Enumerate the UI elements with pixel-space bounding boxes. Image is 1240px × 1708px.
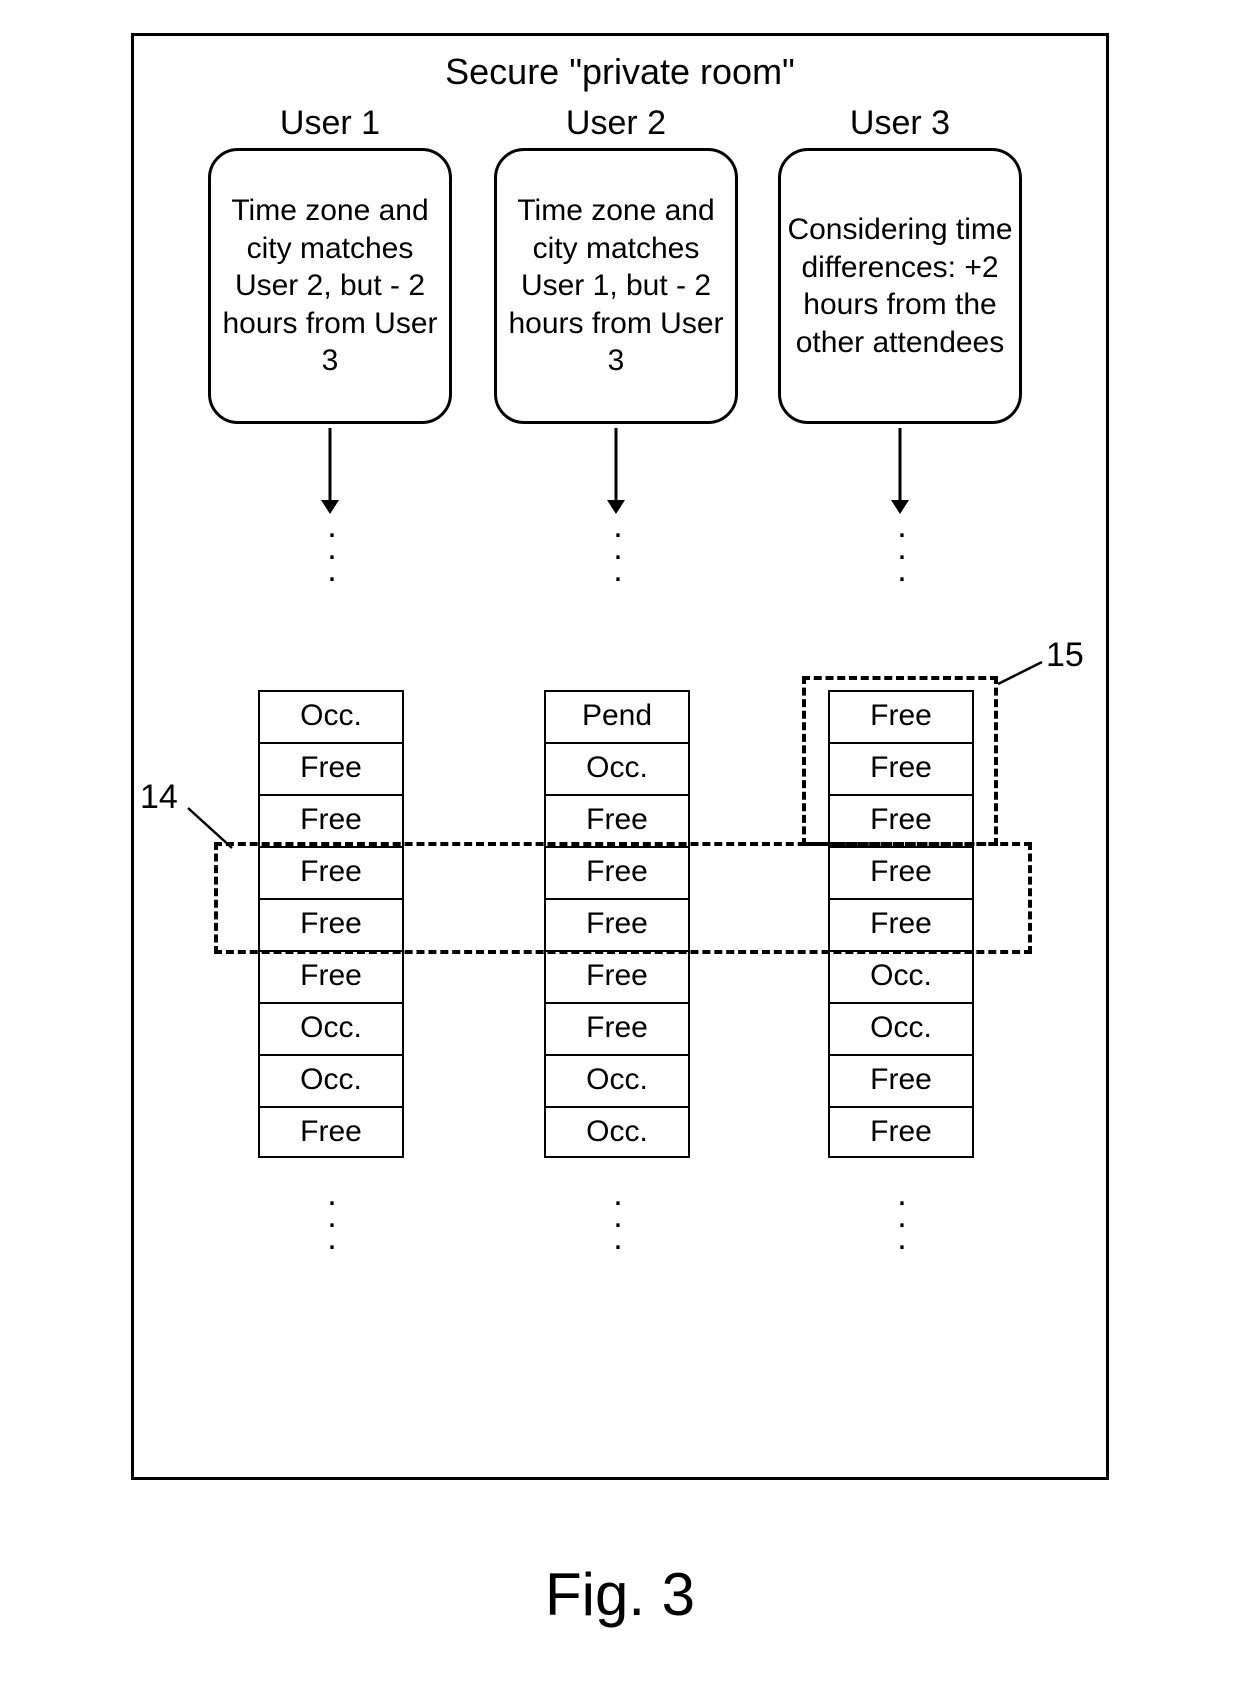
leader-line	[996, 660, 1044, 686]
diagram-title: Secure "private room"	[131, 51, 1109, 93]
slot-cell: Free	[544, 1002, 690, 1054]
slot-cell: Free	[544, 846, 690, 898]
user-bubble: Considering time differences: +2 hours f…	[778, 148, 1022, 424]
page: Secure "private room" User 1 Time zone an…	[0, 0, 1240, 1708]
slot-cell: Free	[828, 794, 974, 846]
slot-cell: Occ.	[544, 1054, 690, 1106]
slot-cell: Occ.	[544, 742, 690, 794]
slot-cell: Free	[828, 742, 974, 794]
user-label: User 3	[820, 104, 980, 143]
leader-line	[186, 806, 234, 850]
arrow-icon	[888, 428, 912, 514]
slot-column: PendOcc.FreeFreeFreeFreeFreeOcc.Occ.	[544, 690, 690, 1158]
user-label: User 2	[536, 104, 696, 143]
slot-cell: Free	[258, 794, 404, 846]
slot-cell: Free	[828, 1054, 974, 1106]
slot-cell: Free	[828, 898, 974, 950]
slot-cell: Free	[258, 950, 404, 1002]
slot-cell: Free	[258, 1106, 404, 1158]
slot-cell: Pend	[544, 690, 690, 742]
user-bubble: Time zone and city matches User 1, but -…	[494, 148, 738, 424]
slot-column: FreeFreeFreeFreeFreeOcc.Occ.FreeFree	[828, 690, 974, 1158]
slot-cell: Free	[258, 742, 404, 794]
vdots-icon: ...	[322, 508, 342, 588]
vdots-icon: ...	[892, 1176, 912, 1256]
vdots-icon: ...	[608, 508, 628, 588]
slot-cell: Free	[544, 898, 690, 950]
slot-cell: Free	[258, 846, 404, 898]
slot-cell: Free	[828, 1106, 974, 1158]
arrow-icon	[604, 428, 628, 514]
vdots-icon: ...	[322, 1176, 342, 1256]
slot-cell: Free	[828, 846, 974, 898]
vdots-icon: ...	[892, 508, 912, 588]
slot-cell: Occ.	[544, 1106, 690, 1158]
user-label: User 1	[250, 104, 410, 143]
slot-cell: Occ.	[258, 690, 404, 742]
figure-caption: Fig. 3	[0, 1560, 1240, 1629]
slot-cell: Occ.	[258, 1002, 404, 1054]
slot-cell: Occ.	[828, 1002, 974, 1054]
ref-label: 15	[1046, 636, 1084, 675]
slot-cell: Free	[544, 794, 690, 846]
slot-cell: Occ.	[828, 950, 974, 1002]
user-bubble: Time zone and city matches User 2, but -…	[208, 148, 452, 424]
arrow-icon	[318, 428, 342, 514]
vdots-icon: ...	[608, 1176, 628, 1256]
ref-label: 14	[140, 778, 178, 817]
slot-cell: Occ.	[258, 1054, 404, 1106]
slot-column: Occ.FreeFreeFreeFreeFreeOcc.Occ.Free	[258, 690, 404, 1158]
slot-cell: Free	[544, 950, 690, 1002]
slot-cell: Free	[258, 898, 404, 950]
slot-cell: Free	[828, 690, 974, 742]
